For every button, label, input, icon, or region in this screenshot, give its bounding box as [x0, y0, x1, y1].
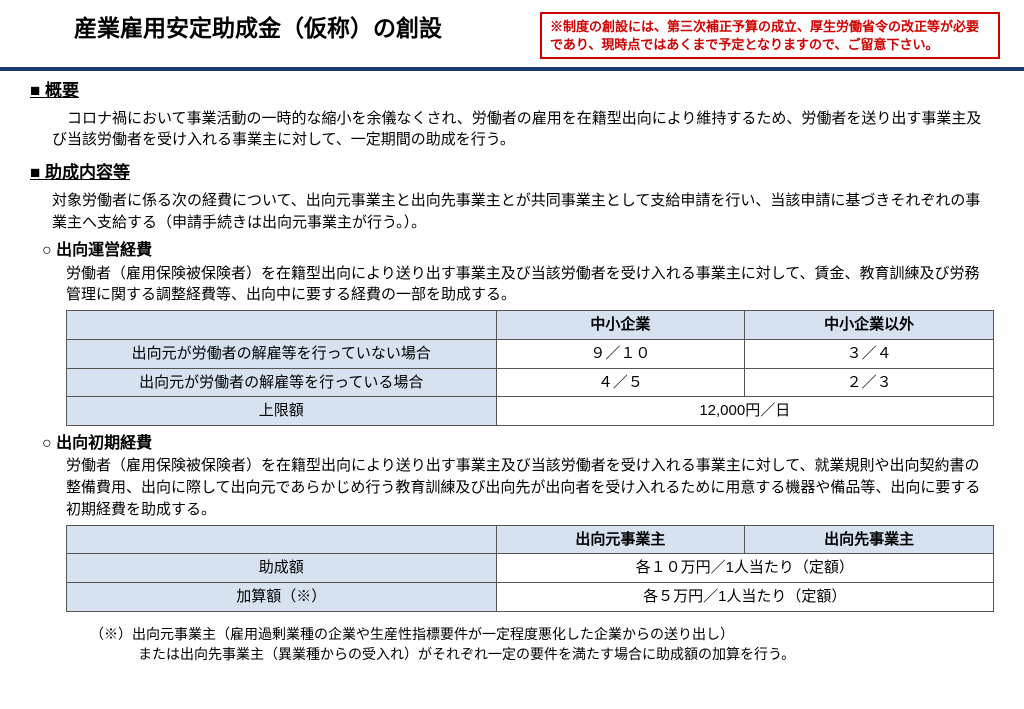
notice-box: ※制度の創設には、第三次補正予算の成立、厚生労働省令の改正等が必要であり、現時点…	[540, 12, 1000, 59]
section-subsidy-title: 助成内容等	[30, 161, 994, 186]
subsidy-intro: 対象労働者に係る次の経費について、出向元事業主と出向先事業主とが共同事業主として…	[30, 190, 994, 234]
overview-body: コロナ禍において事業活動の一時的な縮小を余儀なくされ、労働者の雇用を在籍型出向に…	[30, 108, 994, 152]
col-header-blank	[67, 311, 497, 340]
cell: 各５万円／1人当たり（定額）	[496, 583, 993, 612]
row-label: 加算額（※）	[67, 583, 497, 612]
divider-bar	[0, 67, 1024, 71]
page-title: 産業雇用安定助成金（仮称）の創設	[24, 12, 442, 45]
footnote-line2: または出向先事業主（異業種からの受入れ）がそれぞれ一定の要件を満たす場合に助成額…	[30, 644, 994, 664]
section-overview-title: 概要	[30, 79, 994, 104]
operating-body: 労働者（雇用保険被保険者）を在籍型出向により送り出す事業主及び当該労働者を受け入…	[30, 263, 994, 307]
cell: ４／５	[496, 368, 745, 397]
table-row: 出向元が労働者の解雇等を行っている場合 ４／５ ２／３	[67, 368, 994, 397]
table-row: 出向元事業主 出向先事業主	[67, 525, 994, 554]
initial-table: 出向元事業主 出向先事業主 助成額 各１０万円／1人当たり（定額） 加算額（※）…	[66, 525, 994, 612]
cell-cap: 12,000円／日	[496, 397, 993, 426]
cell: ２／３	[745, 368, 994, 397]
content: 概要 コロナ禍において事業活動の一時的な縮小を余儀なくされ、労働者の雇用を在籍型…	[0, 79, 1024, 664]
operating-table: 中小企業 中小企業以外 出向元が労働者の解雇等を行っていない場合 ９／１０ ３／…	[66, 310, 994, 426]
row-label-cap: 上限額	[67, 397, 497, 426]
cell: ９／１０	[496, 339, 745, 368]
operating-heading: 出向運営経費	[30, 239, 994, 262]
cell: ３／４	[745, 339, 994, 368]
col-header-src: 出向元事業主	[496, 525, 745, 554]
row-label: 出向元が労働者の解雇等を行っている場合	[67, 368, 497, 397]
col-header-blank	[67, 525, 497, 554]
cell: 各１０万円／1人当たり（定額）	[496, 554, 993, 583]
table-row: 中小企業 中小企業以外	[67, 311, 994, 340]
initial-heading: 出向初期経費	[30, 432, 994, 455]
table-row: 助成額 各１０万円／1人当たり（定額）	[67, 554, 994, 583]
col-header-nonsme: 中小企業以外	[745, 311, 994, 340]
col-header-sme: 中小企業	[496, 311, 745, 340]
col-header-dst: 出向先事業主	[745, 525, 994, 554]
header-row: 産業雇用安定助成金（仮称）の創設 ※制度の創設には、第三次補正予算の成立、厚生労…	[0, 0, 1024, 63]
row-label: 助成額	[67, 554, 497, 583]
footnote-line1: （※）出向元事業主（雇用過剰業種の企業や生産性指標要件が一定程度悪化した企業から…	[30, 618, 994, 644]
table-row: 出向元が労働者の解雇等を行っていない場合 ９／１０ ３／４	[67, 339, 994, 368]
table-row: 上限額 12,000円／日	[67, 397, 994, 426]
row-label: 出向元が労働者の解雇等を行っていない場合	[67, 339, 497, 368]
initial-body: 労働者（雇用保険被保険者）を在籍型出向により送り出す事業主及び当該労働者を受け入…	[30, 455, 994, 520]
table-row: 加算額（※） 各５万円／1人当たり（定額）	[67, 583, 994, 612]
